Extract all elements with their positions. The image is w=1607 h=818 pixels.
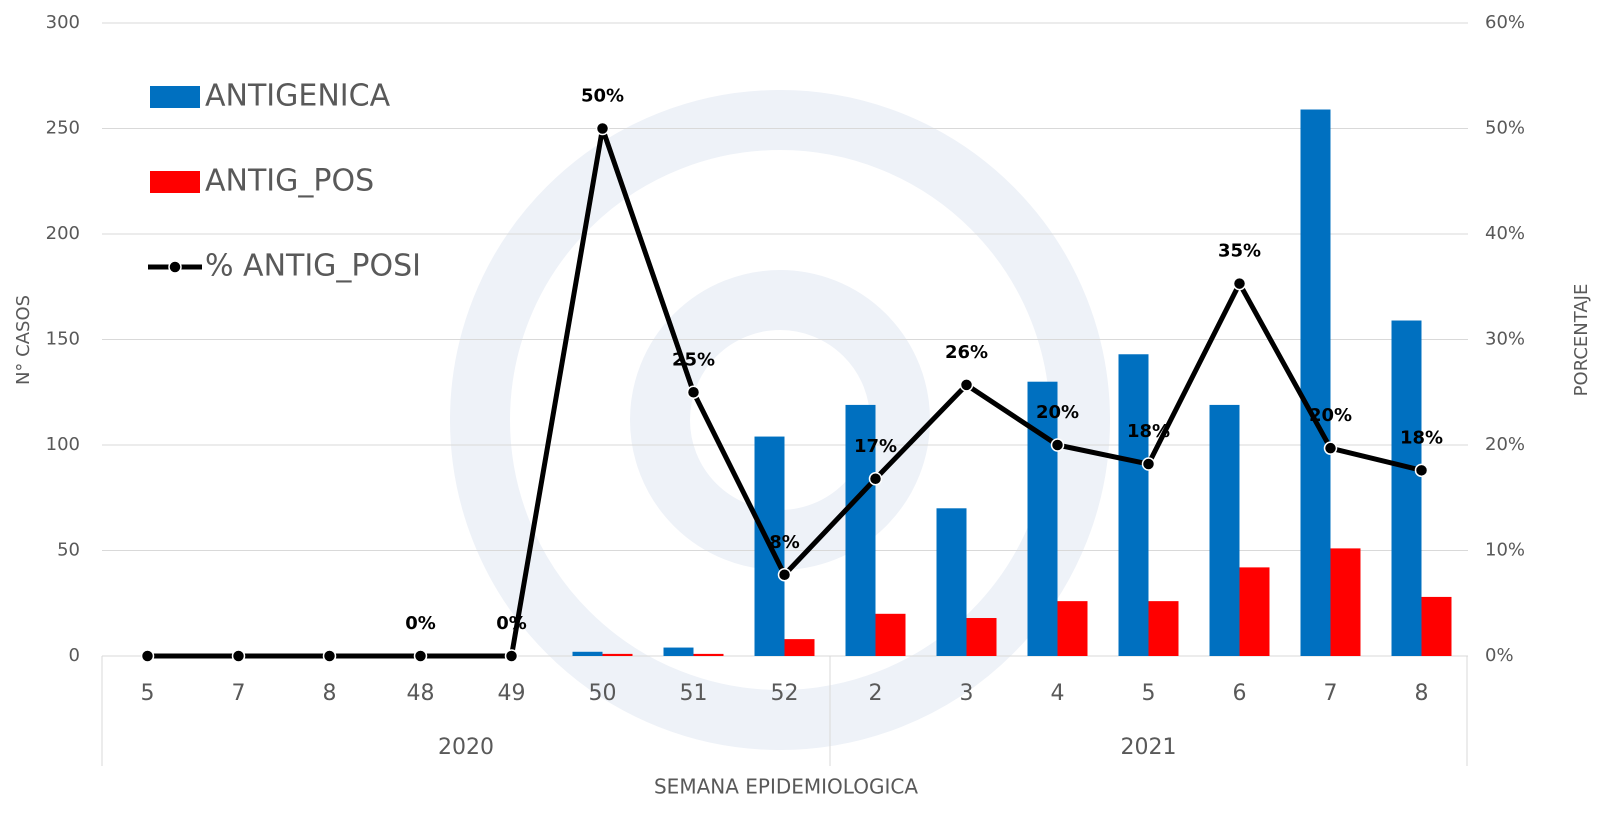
x-tick-label: 3 <box>960 681 974 706</box>
line-marker <box>779 569 791 581</box>
x-tick-label: 6 <box>1233 681 1247 706</box>
bar <box>1422 597 1452 656</box>
x-tick-label: 8 <box>323 681 337 706</box>
data-label: 25% <box>672 349 715 370</box>
y-tick-label: 100 <box>46 434 80 455</box>
line-marker <box>233 650 245 662</box>
x-tick-label: 4 <box>1051 681 1065 706</box>
line-marker <box>1234 278 1246 290</box>
data-label: 8% <box>769 532 800 553</box>
line-marker <box>142 650 154 662</box>
bar <box>603 654 633 656</box>
line-marker <box>324 650 336 662</box>
line-marker <box>1416 464 1428 476</box>
line-marker <box>1325 442 1337 454</box>
bar <box>1331 548 1361 656</box>
line-marker <box>870 473 882 485</box>
group-label: 2020 <box>438 735 494 760</box>
x-tick-label: 5 <box>1142 681 1156 706</box>
y-tick-label: 0 <box>69 645 80 666</box>
chart: SEMANA EPIDEMIOLOGICA N° CASOS PORCENTAJ… <box>0 0 1607 818</box>
line-marker <box>506 650 518 662</box>
y2-tick-label: 50% <box>1485 118 1525 139</box>
y2-tick-label: 0% <box>1485 645 1514 666</box>
bar <box>1149 601 1179 656</box>
bar <box>967 618 997 656</box>
y2-axis-title: PORCENTAJE <box>1571 284 1592 397</box>
data-label: 17% <box>854 436 897 457</box>
data-label: 50% <box>581 86 624 107</box>
legend-label: ANTIG_POS <box>205 164 374 199</box>
legend-label: ANTIGENICA <box>205 79 391 114</box>
bar <box>664 648 694 656</box>
data-label: 20% <box>1036 402 1079 423</box>
y2-tick-label: 60% <box>1485 12 1525 33</box>
y2-tick-label: 30% <box>1485 329 1525 350</box>
line-marker <box>415 650 427 662</box>
y-tick-label: 150 <box>46 329 80 350</box>
legend-swatch <box>150 171 200 193</box>
y-tick-label: 300 <box>46 12 80 33</box>
line-marker <box>961 379 973 391</box>
x-tick-label: 50 <box>589 681 617 706</box>
bar <box>1210 405 1240 656</box>
x-tick-label: 7 <box>232 681 246 706</box>
line-marker <box>688 386 700 398</box>
y-tick-label: 250 <box>46 118 80 139</box>
data-label: 20% <box>1309 405 1352 426</box>
bar <box>1301 110 1331 656</box>
data-label: 35% <box>1218 241 1261 262</box>
data-label: 0% <box>405 613 436 634</box>
x-tick-label: 49 <box>498 681 526 706</box>
x-tick-label: 52 <box>771 681 799 706</box>
bar <box>937 508 967 656</box>
bar <box>1240 567 1270 656</box>
x-axis-title: SEMANA EPIDEMIOLOGICA <box>654 775 918 799</box>
line-marker <box>1052 439 1064 451</box>
x-tick-label: 2 <box>869 681 883 706</box>
legend-swatch <box>150 86 200 108</box>
y-tick-label: 50 <box>57 540 80 561</box>
bar <box>1392 321 1422 656</box>
bar <box>876 614 906 656</box>
legend-marker <box>169 261 181 273</box>
data-label: 0% <box>496 613 527 634</box>
bar <box>573 652 603 656</box>
x-tick-label: 7 <box>1324 681 1338 706</box>
x-tick-label: 48 <box>407 681 435 706</box>
y-axis-title: N° CASOS <box>13 295 34 385</box>
x-tick-label: 51 <box>680 681 708 706</box>
x-tick-label: 5 <box>141 681 155 706</box>
group-label: 2021 <box>1121 735 1177 760</box>
data-label: 18% <box>1127 421 1170 442</box>
x-tick-label: 8 <box>1415 681 1429 706</box>
y-tick-label: 200 <box>46 223 80 244</box>
y2-tick-label: 10% <box>1485 540 1525 561</box>
bar <box>785 639 815 656</box>
bar <box>694 654 724 656</box>
data-label: 18% <box>1400 427 1443 448</box>
y2-tick-label: 20% <box>1485 434 1525 455</box>
line-marker <box>1143 458 1155 470</box>
data-label: 26% <box>945 342 988 363</box>
y2-tick-label: 40% <box>1485 223 1525 244</box>
line-marker <box>597 123 609 135</box>
legend-label: % ANTIG_POSI <box>205 249 421 284</box>
bar <box>1058 601 1088 656</box>
bar <box>1119 354 1149 656</box>
